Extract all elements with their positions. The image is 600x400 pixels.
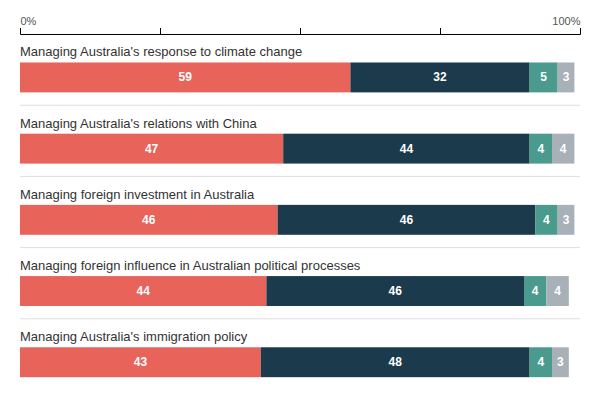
category-label: Managing Australia's response to climate…: [20, 44, 302, 59]
bar-segment: [278, 205, 536, 235]
data-label: 32: [433, 70, 447, 84]
data-label: 4: [537, 355, 544, 369]
data-label: 46: [389, 284, 403, 298]
data-label: 3: [557, 355, 564, 369]
tick-mark: [580, 28, 581, 34]
category-label: Managing foreign investment in Australia: [20, 187, 255, 202]
bar-segment: [261, 347, 530, 377]
bar-segment: [20, 205, 278, 235]
bar-segment: [20, 276, 266, 306]
bar-segment: [350, 62, 529, 92]
axis-line: [21, 28, 581, 35]
data-label: 4: [532, 284, 539, 298]
data-label: 4: [554, 284, 561, 298]
separator: [20, 318, 580, 319]
data-label: 4: [560, 142, 567, 156]
bar-segment: [524, 276, 546, 306]
data-label: 48: [389, 355, 403, 369]
data-label: 59: [179, 70, 193, 84]
bar-segment: [20, 347, 261, 377]
tick-label: 0%: [21, 15, 37, 27]
bar-segment: [530, 134, 552, 164]
tick: [300, 28, 301, 34]
tick-mark: [440, 28, 441, 34]
data-label: 43: [134, 355, 148, 369]
bar-segment: [530, 62, 558, 92]
data-label: 46: [142, 213, 156, 227]
data-label: 47: [145, 142, 159, 156]
category-label: Managing Australia's immigration policy: [20, 329, 248, 344]
category-labels: Managing Australia's response to climate…: [20, 44, 361, 344]
separator: [20, 247, 580, 248]
tick-mark: [20, 28, 21, 34]
data-label: 46: [400, 213, 414, 227]
bar-segment: [546, 276, 568, 306]
tick: [160, 28, 161, 34]
category-label: Managing Australia's relations with Chin…: [20, 116, 257, 131]
tick: 0%: [21, 15, 37, 34]
plot-area: [20, 62, 574, 377]
data-label: 3: [563, 70, 570, 84]
separator: [20, 105, 580, 106]
bar-segment: [283, 134, 529, 164]
bar-segment: [552, 347, 569, 377]
data-label: 44: [137, 284, 151, 298]
bar-segment: [20, 134, 283, 164]
data-label: 3: [563, 213, 570, 227]
tick-label: 100%: [552, 15, 580, 27]
bar-segment: [558, 205, 575, 235]
data-label: 4: [543, 213, 550, 227]
tick-mark: [160, 28, 161, 34]
bar-segment: [530, 347, 552, 377]
bar-segment: [266, 276, 524, 306]
tick: 100%: [552, 15, 580, 34]
tick-mark: [300, 28, 301, 34]
bar-segment: [20, 62, 350, 92]
data-label: 44: [400, 142, 414, 156]
x-axis: 0% 100%: [21, 15, 581, 35]
bar-segment: [535, 205, 557, 235]
chart-svg: 594746444332444646485444434343Managing A…: [0, 0, 600, 400]
bar-segment: [558, 62, 575, 92]
tick: [440, 28, 441, 34]
separators: [20, 105, 580, 319]
data-label: 5: [540, 70, 547, 84]
chart-container: 594746444332444646485444434343Managing A…: [0, 0, 600, 400]
bar-segment: [552, 134, 574, 164]
category-label: Managing foreign influence in Australian…: [20, 258, 361, 273]
separator: [20, 176, 580, 177]
data-label: 4: [537, 142, 544, 156]
